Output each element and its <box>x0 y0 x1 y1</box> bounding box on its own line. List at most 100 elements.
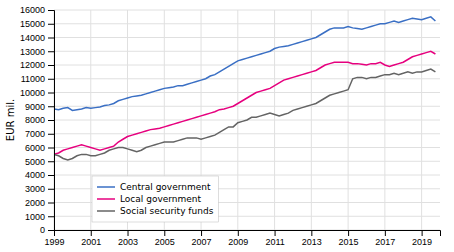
x-tick: 2011 <box>265 230 284 247</box>
grid-line-y <box>54 78 440 79</box>
x-tick-mark <box>91 230 92 236</box>
y-tick-label: 11000 <box>21 74 45 84</box>
y-tick-mark <box>48 175 54 176</box>
y-tick: 1000 <box>25 212 54 222</box>
grid <box>54 10 440 230</box>
grid-line-x <box>421 10 422 230</box>
grid-line-y <box>54 106 440 107</box>
x-tick: 1999 <box>44 230 64 247</box>
x-tick-label: 2001 <box>81 237 101 247</box>
x-axis-line <box>55 231 441 237</box>
series-line <box>54 51 435 154</box>
y-tick: 14000 <box>20 33 54 43</box>
y-tick: 0 <box>40 225 54 235</box>
grid-line-y <box>54 161 440 162</box>
y-tick-label: 14000 <box>20 33 45 43</box>
grid-line-x <box>348 10 349 230</box>
y-tick-mark <box>48 93 54 94</box>
y-tick-mark <box>48 148 54 149</box>
x-tick: 2003 <box>118 230 138 247</box>
y-tick-label: 6000 <box>25 143 45 153</box>
y-tick-mark <box>48 24 54 25</box>
grid-line-x <box>311 10 312 230</box>
y-tick: 11000 <box>21 74 54 84</box>
legend-swatch <box>97 210 115 212</box>
x-tick: 2005 <box>155 230 175 247</box>
grid-line-x <box>237 10 238 230</box>
x-tick-label: 2007 <box>192 237 212 247</box>
grid-line-x <box>274 10 275 230</box>
series-line <box>54 69 435 160</box>
x-axis: 1999200120032005200720092011201320152017… <box>44 230 440 247</box>
legend-swatch <box>97 186 115 188</box>
y-tick-mark <box>48 38 54 39</box>
y-tick-mark <box>48 65 54 66</box>
x-tick-mark <box>311 230 312 236</box>
x-tick-label: 2019 <box>412 237 432 247</box>
x-tick: 2007 <box>192 230 212 247</box>
y-tick-label: 9000 <box>25 102 45 112</box>
y-tick: 12000 <box>20 60 54 70</box>
legend-item: Local government <box>97 194 202 204</box>
grid-line-x <box>90 10 91 230</box>
x-tick-label: 2003 <box>118 237 138 247</box>
x-tick-label: 2013 <box>302 237 322 247</box>
y-tick-label: 4000 <box>25 170 45 180</box>
x-tick: 2001 <box>81 230 101 247</box>
y-tick-mark <box>48 51 54 52</box>
legend-label: Social security funds <box>120 206 214 216</box>
x-tick-mark <box>128 230 129 236</box>
y-tick-label: 8000 <box>25 115 45 125</box>
x-tick: 2009 <box>228 230 248 247</box>
y-axis: 0 1000 2000 3000 4000 5000 6000 7000 8000 9000 100… <box>20 5 55 235</box>
y-tick-mark <box>48 230 54 231</box>
x-tick-label: 2011 <box>265 237 284 247</box>
y-tick: 8000 <box>25 115 54 125</box>
y-tick: 16000 <box>20 5 54 15</box>
grid-line-y <box>54 10 440 11</box>
grid-line-x <box>384 10 385 230</box>
x-tick-label: 2005 <box>155 237 175 247</box>
y-tick-label: 7000 <box>25 129 45 139</box>
chart: 1999200120032005200720092011201320152017… <box>0 0 454 252</box>
legend-label: Local government <box>120 194 202 204</box>
y-tick-label: 12000 <box>20 60 45 70</box>
y-tick-label: 0 <box>40 225 45 235</box>
y-tick-mark <box>48 203 54 204</box>
y-tick-mark <box>48 189 54 190</box>
grid-line-y <box>54 92 440 93</box>
y-tick-mark <box>48 216 54 217</box>
y-tick: 2000 <box>25 198 54 208</box>
y-tick-mark <box>48 161 54 162</box>
y-axis-title: EUR mil. <box>5 99 16 141</box>
y-axis-line <box>48 11 55 231</box>
y-tick: 7000 <box>25 129 54 139</box>
x-tick-mark <box>385 230 386 236</box>
grid-line-y <box>54 65 440 66</box>
x-tick-label: 2009 <box>228 237 248 247</box>
y-tick-label: 2000 <box>25 198 45 208</box>
plot: 1999200120032005200720092011201320152017… <box>20 5 441 247</box>
grid-line-y <box>54 37 440 38</box>
x-tick: 2013 <box>302 230 322 247</box>
y-tick: 13000 <box>20 47 54 57</box>
grid-line-y <box>54 51 440 52</box>
y-tick: 6000 <box>25 143 54 153</box>
legend-item: Social security funds <box>97 206 214 216</box>
y-tick: 9000 <box>25 102 54 112</box>
y-tick-mark <box>48 134 54 135</box>
x-tick-mark <box>275 230 276 236</box>
y-tick-label: 15000 <box>20 19 45 29</box>
y-tick-label: 10000 <box>20 88 45 98</box>
y-tick: 3000 <box>25 184 54 194</box>
x-tick-label: 2015 <box>339 237 359 247</box>
y-tick-mark <box>48 120 54 121</box>
x-tick-mark <box>422 230 423 236</box>
grid-line-y <box>54 175 440 176</box>
y-tick-label: 5000 <box>25 157 45 167</box>
y-tick-mark <box>48 106 54 107</box>
y-tick-label: 16000 <box>20 5 45 15</box>
x-tick-mark <box>238 230 239 236</box>
legend-swatch <box>97 198 115 200</box>
y-tick: 15000 <box>20 19 54 29</box>
